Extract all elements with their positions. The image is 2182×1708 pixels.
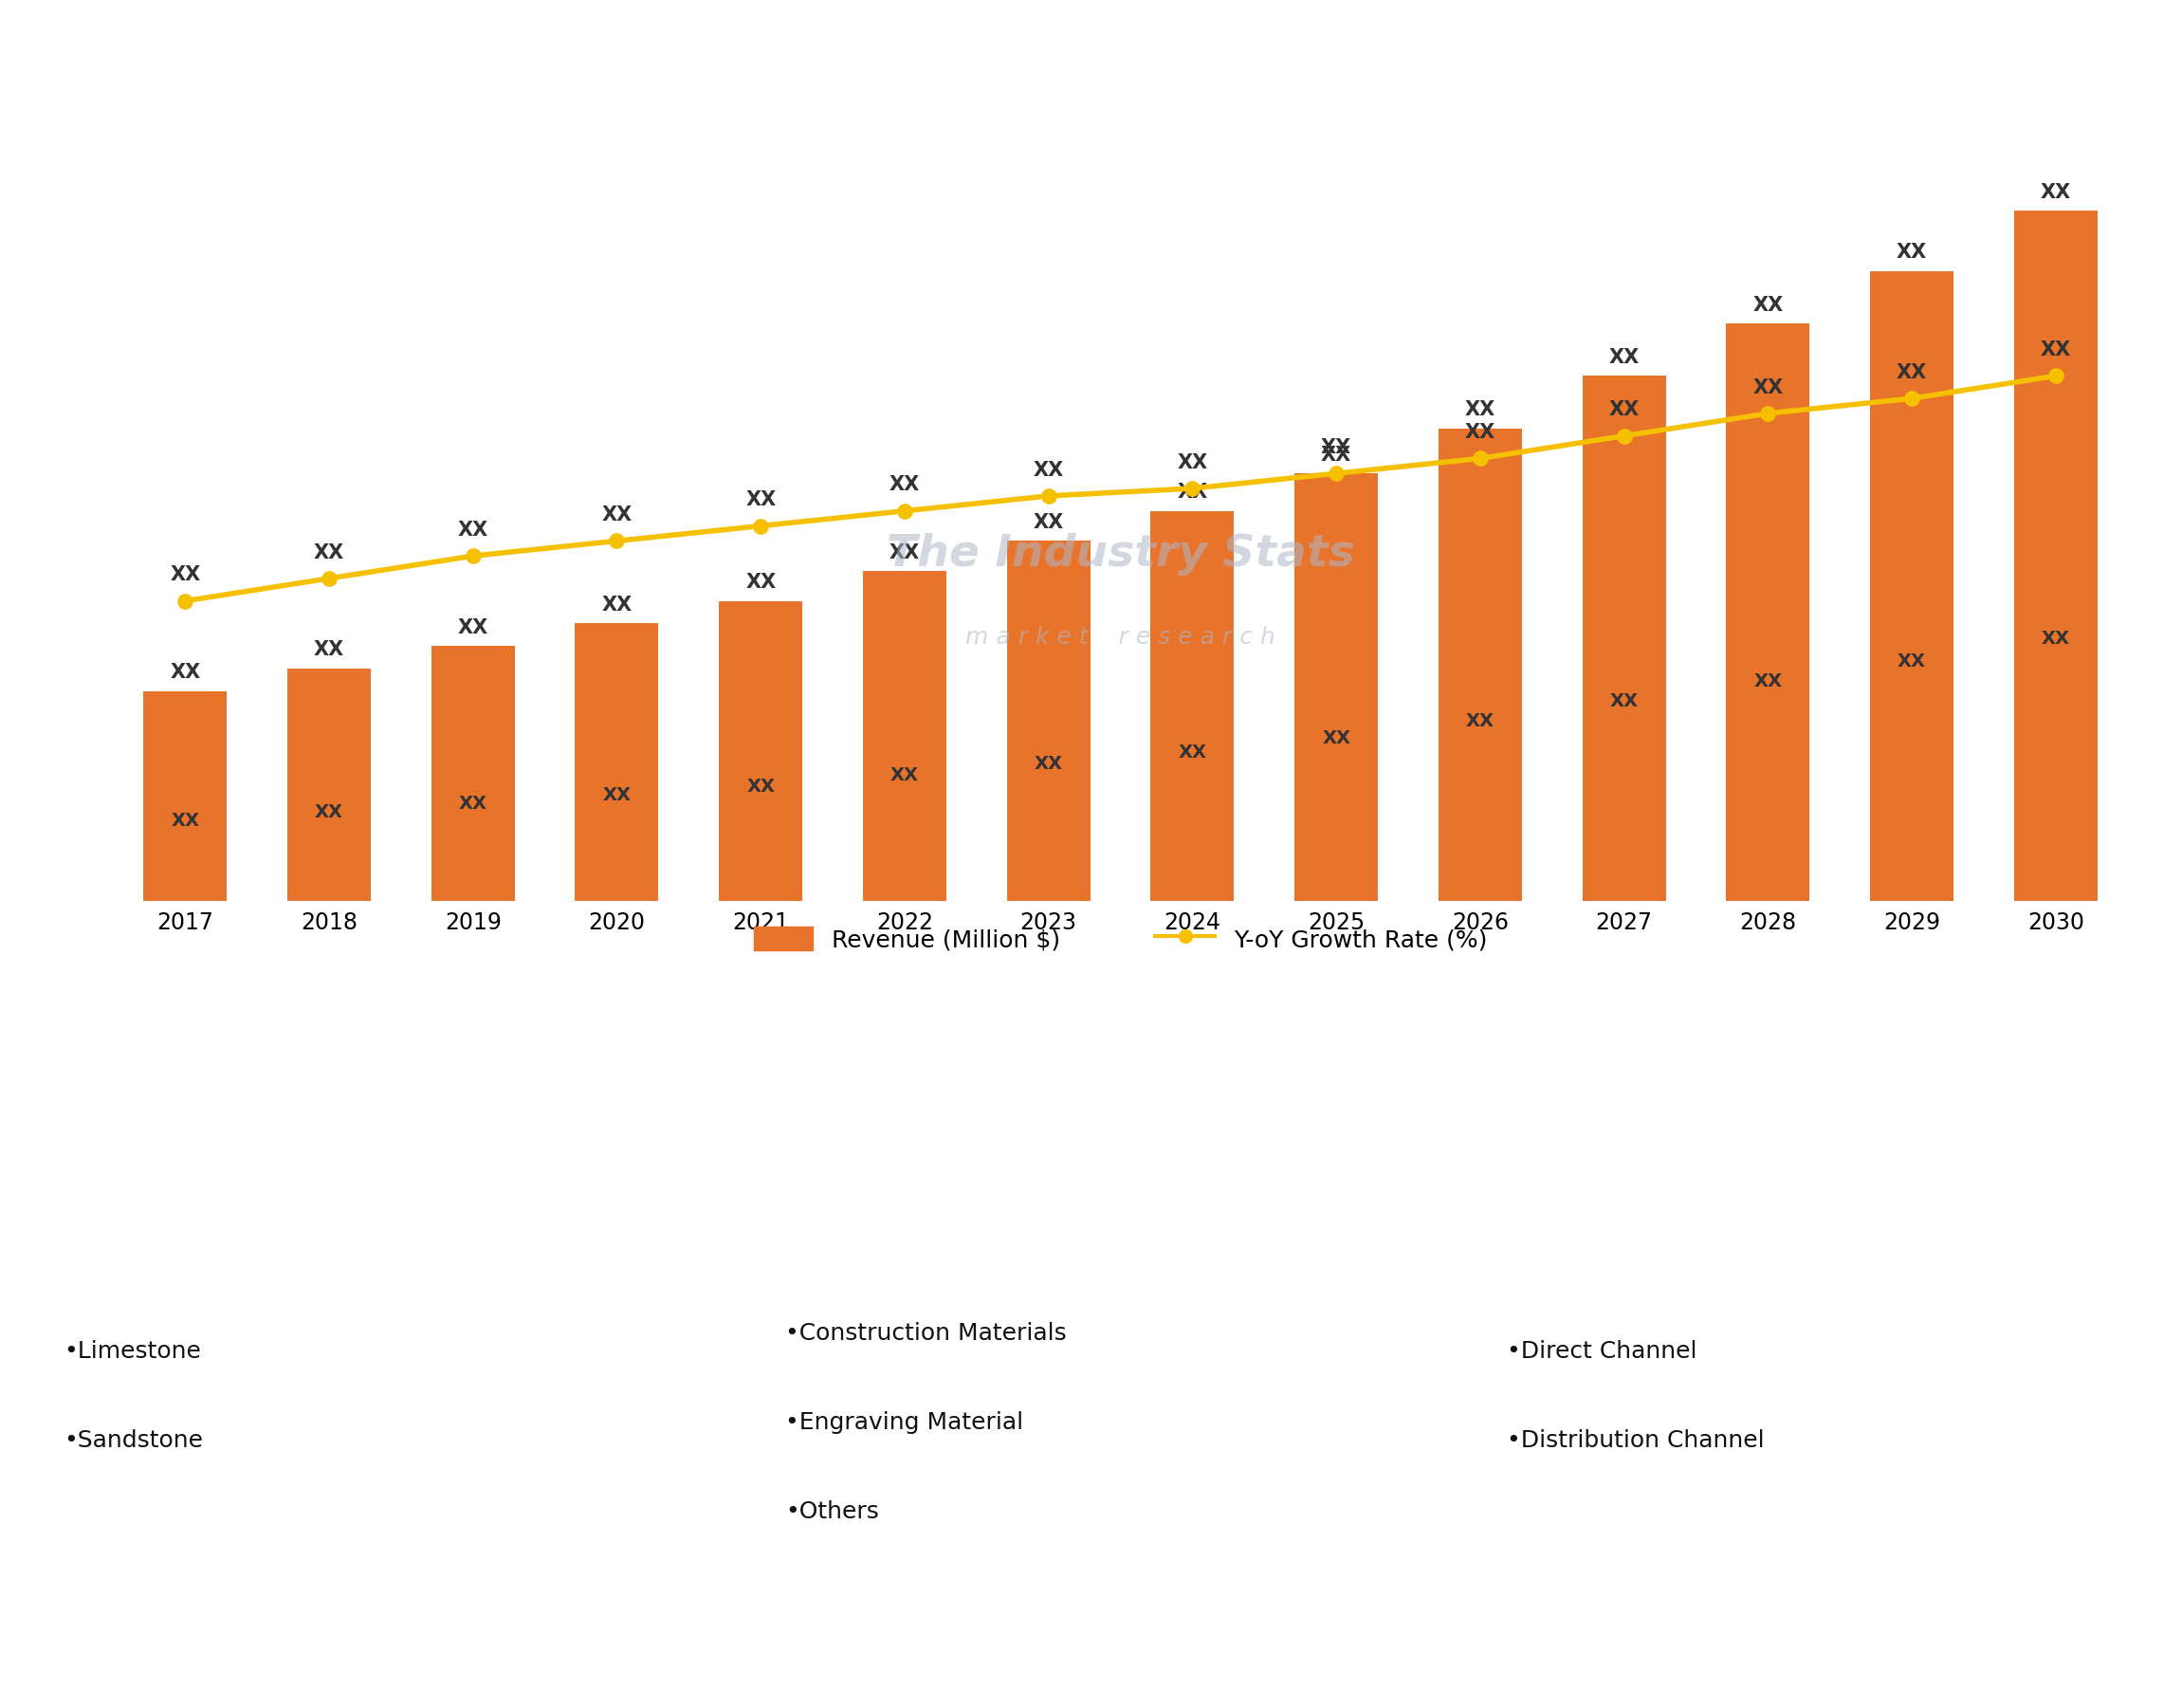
Text: XX: XX bbox=[890, 475, 921, 494]
Text: m a r k e t    r e s e a r c h: m a r k e t r e s e a r c h bbox=[964, 625, 1276, 649]
Bar bbox=[1006, 541, 1091, 900]
Text: XX: XX bbox=[458, 521, 489, 540]
Bar bbox=[1438, 429, 1521, 900]
Text: •Construction Materials: •Construction Materials bbox=[786, 1322, 1067, 1344]
Text: •Direct Channel: •Direct Channel bbox=[1506, 1339, 1698, 1363]
Bar bbox=[1870, 272, 1953, 900]
Text: •Others: •Others bbox=[786, 1500, 879, 1524]
Text: XX: XX bbox=[1896, 243, 1927, 261]
Text: Source: Theindustrystats Analysis: Source: Theindustrystats Analysis bbox=[33, 1628, 415, 1647]
Text: XX: XX bbox=[1464, 424, 1495, 442]
Text: XX: XX bbox=[458, 618, 489, 637]
Text: Application: Application bbox=[1008, 1136, 1174, 1163]
Text: XX: XX bbox=[1898, 652, 1927, 671]
Bar bbox=[1726, 323, 1809, 900]
Text: •Limestone: •Limestone bbox=[63, 1339, 201, 1363]
Text: Sales Channels: Sales Channels bbox=[1700, 1136, 1925, 1163]
Bar bbox=[720, 601, 803, 900]
Text: XX: XX bbox=[1034, 461, 1065, 480]
Text: XX: XX bbox=[2040, 183, 2071, 202]
Bar bbox=[1150, 511, 1235, 900]
Text: Website: www.theindustrystats.com: Website: www.theindustrystats.com bbox=[1743, 1628, 2149, 1647]
Text: •Distribution Channel: •Distribution Channel bbox=[1506, 1430, 1763, 1452]
Text: XX: XX bbox=[1322, 729, 1351, 748]
Text: XX: XX bbox=[1178, 743, 1207, 762]
Text: XX: XX bbox=[314, 640, 345, 659]
Bar bbox=[576, 623, 659, 900]
Text: The Industry Stats: The Industry Stats bbox=[886, 533, 1355, 576]
Text: XX: XX bbox=[1464, 400, 1495, 420]
Text: XX: XX bbox=[314, 803, 343, 822]
Text: •Engraving Material: •Engraving Material bbox=[786, 1411, 1023, 1433]
Bar bbox=[432, 646, 515, 900]
Text: XX: XX bbox=[602, 596, 633, 615]
Text: XX: XX bbox=[602, 506, 633, 524]
Bar bbox=[862, 570, 947, 900]
Text: XX: XX bbox=[1754, 673, 1783, 690]
Text: Product Types: Product Types bbox=[266, 1136, 473, 1163]
Text: XX: XX bbox=[1320, 437, 1351, 458]
Text: XX: XX bbox=[746, 572, 777, 593]
Text: XX: XX bbox=[1466, 712, 1495, 731]
Text: XX: XX bbox=[2040, 340, 2071, 359]
Bar bbox=[1582, 376, 1665, 900]
Text: XX: XX bbox=[170, 565, 201, 584]
Text: XX: XX bbox=[170, 811, 199, 830]
Text: XX: XX bbox=[1176, 453, 1207, 471]
Legend: Revenue (Million $), Y-oY Growth Rate (%): Revenue (Million $), Y-oY Growth Rate (%… bbox=[753, 926, 1488, 951]
Text: XX: XX bbox=[890, 767, 919, 784]
Text: XX: XX bbox=[314, 543, 345, 562]
Bar bbox=[2014, 210, 2097, 900]
Bar bbox=[144, 692, 227, 900]
Text: XX: XX bbox=[1752, 377, 1783, 396]
Text: XX: XX bbox=[602, 786, 631, 804]
Text: XX: XX bbox=[890, 543, 921, 562]
Text: XX: XX bbox=[1608, 400, 1639, 420]
Text: •Sandstone: •Sandstone bbox=[63, 1430, 203, 1452]
Text: Email: sales@theindustrystats.com: Email: sales@theindustrystats.com bbox=[895, 1628, 1287, 1647]
Text: XX: XX bbox=[170, 663, 201, 681]
Text: XX: XX bbox=[746, 777, 775, 796]
Text: XX: XX bbox=[458, 794, 487, 813]
Text: XX: XX bbox=[1752, 295, 1783, 314]
Text: XX: XX bbox=[1034, 512, 1065, 531]
Text: XX: XX bbox=[1896, 362, 1927, 383]
Bar bbox=[288, 668, 371, 900]
Text: XX: XX bbox=[1608, 348, 1639, 367]
Text: XX: XX bbox=[746, 490, 777, 509]
Text: XX: XX bbox=[1176, 483, 1207, 502]
Text: Fig. Global Limestone and Sandstone Market Status and Outlook: Fig. Global Limestone and Sandstone Mark… bbox=[26, 24, 988, 51]
Text: XX: XX bbox=[1034, 755, 1063, 774]
Text: XX: XX bbox=[1320, 446, 1351, 465]
Text: XX: XX bbox=[1610, 692, 1639, 711]
Bar bbox=[1294, 473, 1379, 900]
Text: XX: XX bbox=[2042, 630, 2071, 647]
